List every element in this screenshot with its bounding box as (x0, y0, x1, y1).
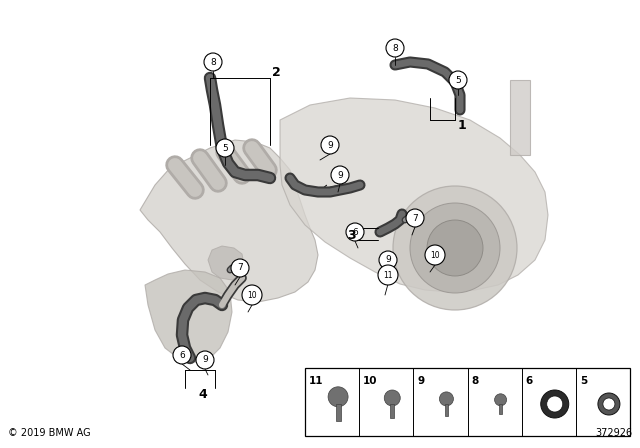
Text: 11: 11 (383, 271, 393, 280)
Text: 5: 5 (455, 76, 461, 85)
Circle shape (321, 136, 339, 154)
Circle shape (547, 396, 563, 412)
Circle shape (216, 139, 234, 157)
Polygon shape (145, 270, 232, 362)
Text: 7: 7 (412, 214, 418, 223)
Text: 372926: 372926 (595, 428, 632, 438)
Circle shape (393, 186, 517, 310)
Text: 9: 9 (337, 171, 343, 180)
Circle shape (328, 387, 348, 407)
Circle shape (406, 209, 424, 227)
Text: 9: 9 (202, 356, 208, 365)
Circle shape (331, 166, 349, 184)
Bar (390, 404, 394, 418)
Text: 9: 9 (385, 255, 391, 264)
Text: 9: 9 (327, 141, 333, 150)
Circle shape (410, 203, 500, 293)
Bar (305, 368, 630, 436)
Polygon shape (140, 140, 318, 302)
Circle shape (603, 398, 615, 410)
Text: 10: 10 (247, 290, 257, 300)
Text: 5: 5 (580, 376, 587, 386)
Circle shape (242, 285, 262, 305)
Circle shape (541, 390, 569, 418)
Text: 8: 8 (210, 57, 216, 66)
Text: 9: 9 (417, 376, 424, 386)
Text: 5: 5 (222, 143, 228, 152)
Circle shape (449, 71, 467, 89)
Circle shape (386, 39, 404, 57)
Polygon shape (208, 246, 244, 280)
Circle shape (196, 351, 214, 369)
Text: © 2019 BMW AG: © 2019 BMW AG (8, 428, 91, 438)
Text: 1: 1 (458, 119, 467, 132)
Circle shape (440, 392, 453, 406)
Text: 7: 7 (237, 263, 243, 272)
Circle shape (495, 394, 507, 406)
Circle shape (427, 220, 483, 276)
Circle shape (231, 259, 249, 277)
Circle shape (173, 346, 191, 364)
Text: 11: 11 (309, 376, 323, 386)
Bar (335, 404, 340, 421)
Text: 6: 6 (525, 376, 533, 386)
Text: 8: 8 (472, 376, 479, 386)
Circle shape (379, 251, 397, 269)
Text: 8: 8 (392, 43, 398, 52)
Circle shape (384, 390, 400, 406)
Text: 4: 4 (198, 388, 207, 401)
Circle shape (378, 265, 398, 285)
Text: 3: 3 (347, 228, 356, 241)
Circle shape (425, 245, 445, 265)
Bar (499, 404, 502, 414)
Text: 10: 10 (430, 250, 440, 259)
Circle shape (346, 223, 364, 241)
Bar (445, 404, 448, 416)
Text: 10: 10 (363, 376, 378, 386)
Text: 6: 6 (179, 350, 185, 359)
Circle shape (598, 393, 620, 415)
Circle shape (204, 53, 222, 71)
Text: 6: 6 (352, 228, 358, 237)
Polygon shape (510, 80, 530, 155)
Text: 2: 2 (272, 65, 281, 78)
Polygon shape (280, 98, 548, 292)
